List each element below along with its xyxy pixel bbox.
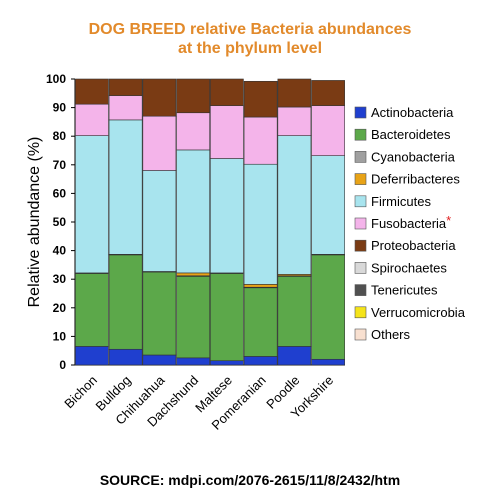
y-tick-label: 70 <box>53 158 67 172</box>
y-tick-label: 40 <box>53 244 67 258</box>
y-tick-label: 20 <box>53 301 67 315</box>
chart-title-line-1: DOG BREED relative Bacteria abundances <box>88 21 412 38</box>
bar-segment <box>243 163 278 285</box>
legend-star-marker: * <box>446 213 451 228</box>
bar-segment <box>277 106 312 136</box>
y-tick-label: 30 <box>53 272 67 286</box>
bar-segment <box>311 254 345 360</box>
bar-segment <box>311 358 345 366</box>
bar-segment <box>108 78 143 96</box>
legend-label: Fusobacteria* <box>371 213 451 231</box>
bar-segment <box>108 254 143 350</box>
legend-label: Firmicutes <box>371 194 431 209</box>
bar-segment <box>108 95 143 121</box>
legend-swatch <box>354 173 367 185</box>
bar-segment <box>277 78 312 108</box>
legend-swatch <box>354 106 367 119</box>
y-tick-label: 80 <box>53 129 67 143</box>
y-tick-label: 50 <box>53 215 67 229</box>
y-tick-label: 60 <box>53 186 67 200</box>
bar-segment <box>75 103 109 136</box>
bar-segment <box>210 273 244 362</box>
bar-segment <box>277 346 312 366</box>
bar-segment <box>176 357 210 366</box>
bar-segment <box>176 276 210 359</box>
bar-segment <box>176 272 210 277</box>
legend-swatch <box>354 306 367 319</box>
legend-swatch <box>354 195 367 208</box>
bar-segment <box>142 78 177 117</box>
legend-swatch <box>354 284 367 296</box>
bar-segment <box>311 80 345 106</box>
bar-segment <box>176 78 210 114</box>
bar-segment <box>210 360 244 366</box>
chart-title-line-2: at the phylum level <box>177 40 323 57</box>
bar-segment <box>75 346 109 366</box>
bar-segment <box>243 356 278 366</box>
legend-label: Bacteroidetes <box>371 127 451 142</box>
legend-swatch <box>354 262 367 274</box>
bar-segment <box>277 135 312 275</box>
bar-segment <box>311 105 345 156</box>
legend-label: Cyanobacteria <box>371 149 456 164</box>
stacked-bar-chart: 0 10 20 30 40 50 60 70 80 90 100 Relative abundance… <box>26 72 466 433</box>
bar-segment <box>142 354 177 366</box>
bar-segment <box>210 78 244 106</box>
bar-segment <box>142 115 177 171</box>
bar-segment <box>176 112 210 151</box>
bar-segment <box>243 287 278 357</box>
bar-segment <box>243 284 278 288</box>
y-axis-title: Relative abundance (%) <box>26 137 43 308</box>
bar-segment <box>108 119 143 255</box>
bar-segment <box>75 78 109 105</box>
y-tick-label: 10 <box>53 329 67 343</box>
legend-label: Verrucomicrobia <box>371 305 466 320</box>
chart-title: DOG BREED relative Bacteria abundances a… <box>0 20 500 58</box>
source-credit: SOURCE: mdpi.com/2076-2615/11/8/2432/htm <box>99 472 401 488</box>
bar-segment <box>142 271 177 356</box>
y-tick-label: 90 <box>53 101 67 115</box>
legend-swatch <box>354 128 367 141</box>
legend-label: Actinobacteria <box>371 105 454 120</box>
legend-swatch <box>354 151 367 163</box>
legend-label: Tenericutes <box>371 283 438 298</box>
legend-swatch <box>354 239 367 252</box>
bar-segment <box>311 155 345 255</box>
bar-segment <box>243 80 278 118</box>
bar-segment <box>75 273 109 347</box>
y-tick-label: 0 <box>59 358 66 372</box>
legend-label: Spirochaetes <box>371 260 447 275</box>
legend-label: Others <box>371 327 411 342</box>
bar-segment <box>142 170 177 272</box>
legend-swatch <box>354 328 367 341</box>
bar-segment <box>210 105 244 159</box>
legend-label: Deferribacteres <box>371 172 460 187</box>
y-tick-label: 100 <box>46 72 66 86</box>
legend-swatch <box>354 217 367 230</box>
bar-segment <box>75 135 109 274</box>
bar-segment <box>210 158 244 274</box>
legend-label: Proteobacteria <box>371 238 456 253</box>
bar-segment <box>108 348 143 366</box>
bar-segment <box>277 276 312 347</box>
bar-segment <box>243 116 278 165</box>
bar-segment <box>176 149 210 274</box>
